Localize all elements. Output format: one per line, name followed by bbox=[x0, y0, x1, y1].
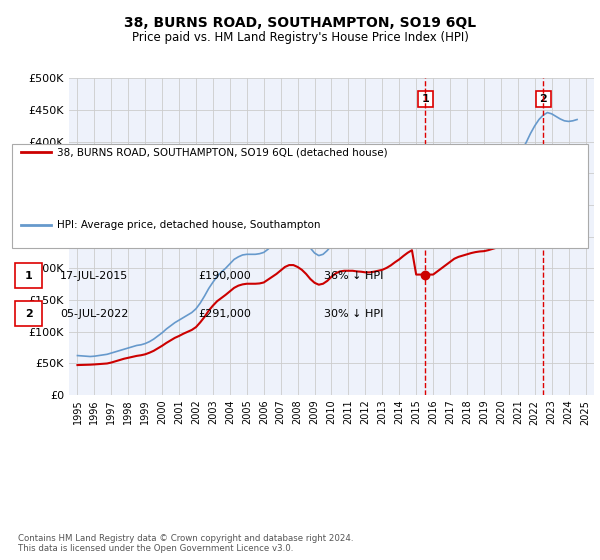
Text: 2: 2 bbox=[25, 309, 32, 319]
Text: 2: 2 bbox=[539, 94, 547, 104]
Text: 17-JUL-2015: 17-JUL-2015 bbox=[60, 270, 128, 281]
Text: £291,000: £291,000 bbox=[198, 309, 251, 319]
Text: 36% ↓ HPI: 36% ↓ HPI bbox=[324, 270, 383, 281]
Text: Contains HM Land Registry data © Crown copyright and database right 2024.
This d: Contains HM Land Registry data © Crown c… bbox=[18, 534, 353, 553]
Text: 1: 1 bbox=[25, 270, 32, 281]
Text: 38, BURNS ROAD, SOUTHAMPTON, SO19 6QL (detached house): 38, BURNS ROAD, SOUTHAMPTON, SO19 6QL (d… bbox=[57, 147, 388, 157]
Text: £190,000: £190,000 bbox=[198, 270, 251, 281]
Text: HPI: Average price, detached house, Southampton: HPI: Average price, detached house, Sout… bbox=[57, 220, 320, 230]
Text: 30% ↓ HPI: 30% ↓ HPI bbox=[324, 309, 383, 319]
Text: 1: 1 bbox=[421, 94, 429, 104]
Text: 05-JUL-2022: 05-JUL-2022 bbox=[60, 309, 128, 319]
Text: 38, BURNS ROAD, SOUTHAMPTON, SO19 6QL: 38, BURNS ROAD, SOUTHAMPTON, SO19 6QL bbox=[124, 16, 476, 30]
Text: Price paid vs. HM Land Registry's House Price Index (HPI): Price paid vs. HM Land Registry's House … bbox=[131, 31, 469, 44]
